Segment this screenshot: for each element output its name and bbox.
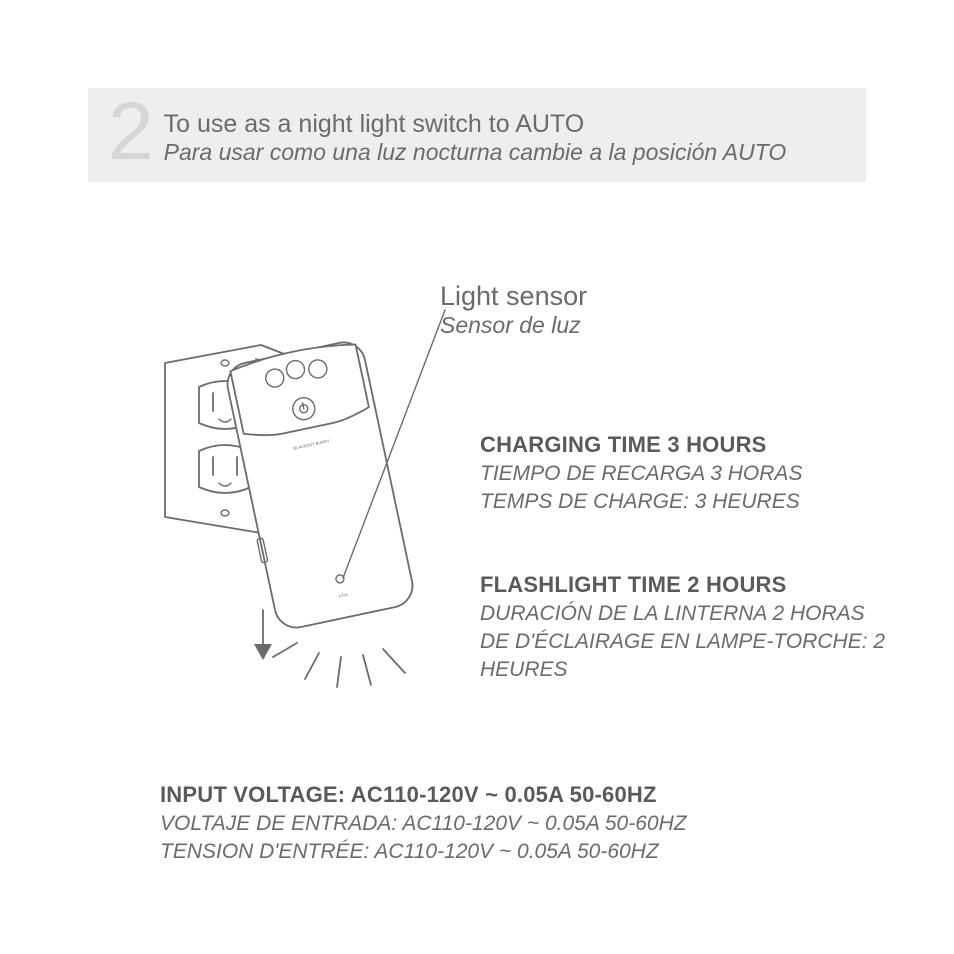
step-text: To use as a night light switch to AUTO P… xyxy=(164,104,787,166)
light-sensor-label: Light sensor Sensor de luz xyxy=(440,281,587,339)
voltage-spec: INPUT VOLTAGE: AC110-120V ~ 0.05A 50-60H… xyxy=(160,780,900,866)
charging-fr: TEMPS DE CHARGE: 3 HEURES xyxy=(480,488,900,516)
flashlight-es: DURACIÓN DE LA LINTERNA 2 HORAS xyxy=(480,600,900,628)
charging-spec: CHARGING TIME 3 HOURS TIEMPO DE RECARGA … xyxy=(480,430,900,516)
flashlight-spec: FLASHLIGHT TIME 2 HOURS DURACIÓN DE LA L… xyxy=(480,570,900,685)
voltage-es: VOLTAJE DE ENTRADA: AC110-120V ~ 0.05A 5… xyxy=(160,810,900,838)
charging-es: TIEMPO DE RECARGA 3 HORAS xyxy=(480,460,900,488)
flashlight-fr: DE D'ÉCLAIRAGE EN LAMPE-TORCHE: 2 HEURES xyxy=(480,628,900,685)
device-illustration: BLACKOUT BUDDY eTón xyxy=(155,290,455,710)
voltage-fr: TENSION D'ENTRÉE: AC110-120V ~ 0.05A 50-… xyxy=(160,838,900,866)
flashlight-en: FLASHLIGHT TIME 2 HOURS xyxy=(480,570,900,600)
step-title-es: Para usar como una luz nocturna cambie a… xyxy=(164,139,787,166)
light-sensor-label-es: Sensor de luz xyxy=(440,312,587,339)
voltage-en: INPUT VOLTAGE: AC110-120V ~ 0.05A 50-60H… xyxy=(160,780,900,810)
step-header: 2 To use as a night light switch to AUTO… xyxy=(88,88,866,182)
step-number: 2 xyxy=(108,91,154,173)
charging-en: CHARGING TIME 3 HOURS xyxy=(480,430,900,460)
light-sensor-label-en: Light sensor xyxy=(440,281,587,312)
step-title-en: To use as a night light switch to AUTO xyxy=(164,110,787,139)
